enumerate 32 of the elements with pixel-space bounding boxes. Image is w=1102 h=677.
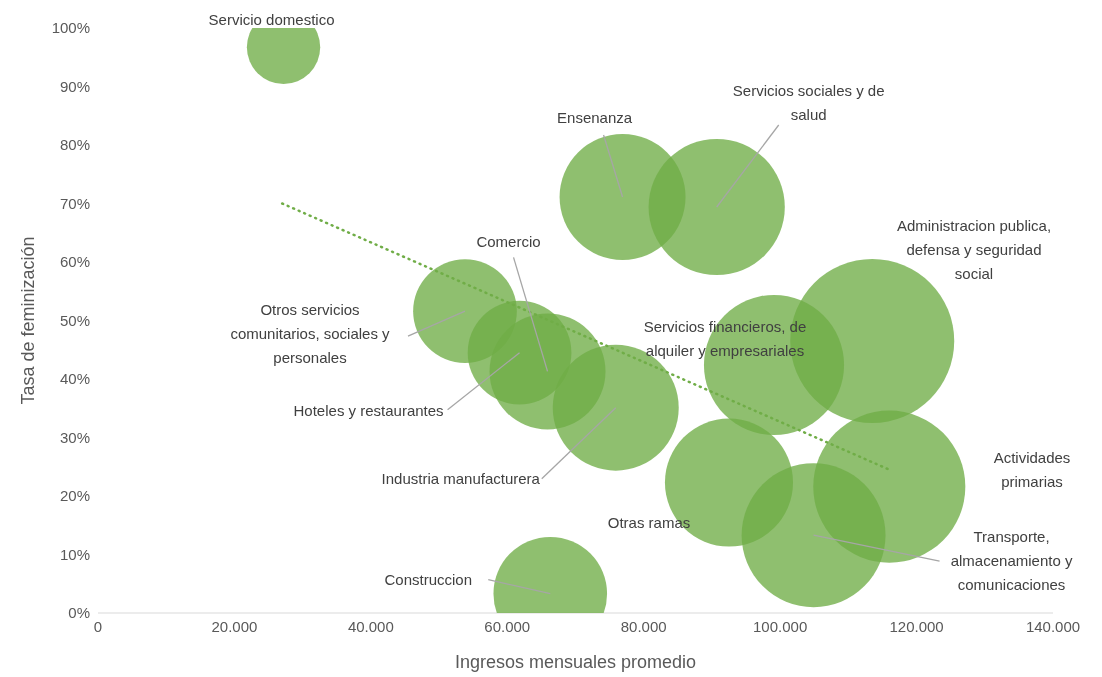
- y-tick-label: 30%: [59, 428, 90, 446]
- annotation: Servicio domestico: [208, 11, 335, 29]
- y-tick-label: 20%: [59, 487, 90, 505]
- y-tick-label: 50%: [59, 311, 90, 329]
- x-tick-label: 40.000: [347, 617, 394, 635]
- annotation: Industria manufacturera: [381, 469, 541, 487]
- annotation: Construccion: [384, 570, 473, 588]
- x-tick-label: 120.000: [889, 617, 944, 635]
- annotation: Ensenanza: [557, 109, 633, 127]
- y-tick-label: 90%: [59, 77, 90, 95]
- annotation: Hoteles y restaurantes: [293, 401, 444, 419]
- y-tick-label: 0%: [68, 604, 90, 622]
- annotation: Administracion publica, defensa y seguridad social: [896, 217, 1052, 282]
- y-tick-label: 80%: [59, 136, 90, 154]
- y-tick-label: 100%: [51, 19, 90, 37]
- annotation: Transporte, almacenamiento y comunicaciones: [950, 528, 1073, 594]
- x-tick-label: 0: [93, 617, 103, 635]
- y-tick-label: 70%: [59, 194, 90, 212]
- y-axis-title: Tasa de feminización: [18, 236, 39, 405]
- y-tick-label: 10%: [59, 545, 90, 563]
- annotation: Comercio: [476, 233, 541, 251]
- y-tick-label: 40%: [59, 370, 90, 388]
- x-tick-label: 20.000: [211, 617, 258, 635]
- annotation: Otros servicios comunitarios, sociales y personales: [230, 301, 391, 367]
- x-tick-label: 80.000: [620, 617, 667, 635]
- x-tick-label: 100.000: [753, 617, 808, 635]
- annotation: Servicios sociales y de salud: [732, 82, 885, 124]
- annotation: Actividades primarias: [993, 449, 1071, 490]
- x-tick-label: 60.000: [484, 617, 531, 635]
- x-axis-title: Ingresos mensuales promedio: [454, 652, 697, 672]
- y-tick-label: 60%: [59, 253, 90, 271]
- x-tick-label: 140.000: [1025, 617, 1081, 635]
